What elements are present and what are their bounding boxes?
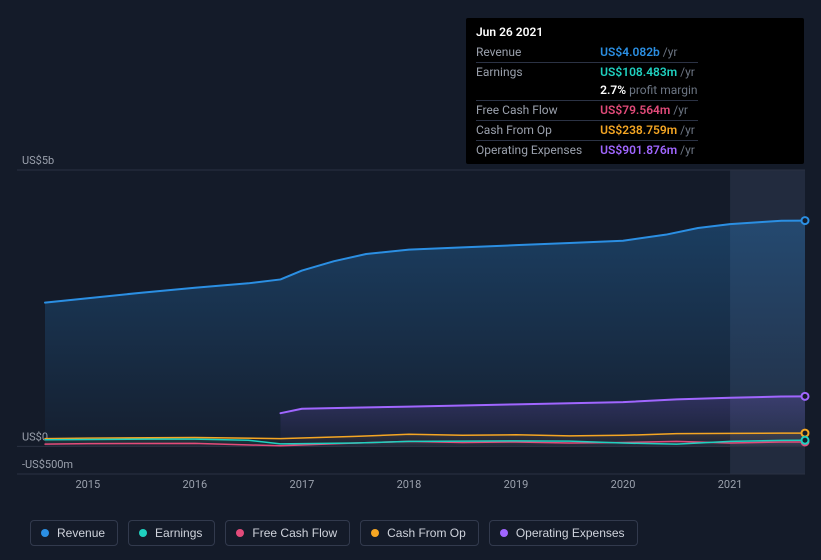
series-end-marker	[802, 437, 809, 444]
svg-text:2018: 2018	[397, 478, 422, 491]
svg-text:2019: 2019	[504, 478, 529, 491]
tooltip-row: Free Cash FlowUS$79.564m /yr	[476, 101, 698, 121]
legend-color-dot	[41, 529, 49, 537]
legend-item[interactable]: Cash From Op	[360, 520, 479, 546]
y-tick: -US$500m	[17, 458, 805, 474]
tooltip-row-value: US$4.082b /yr	[600, 43, 697, 62]
tooltip-table: RevenueUS$4.082b /yrEarningsUS$108.483m …	[476, 43, 698, 160]
legend-item[interactable]: Revenue	[30, 520, 118, 546]
svg-text:2016: 2016	[182, 478, 207, 491]
svg-text:2020: 2020	[611, 478, 636, 491]
legend-color-dot	[236, 529, 244, 537]
legend-color-dot	[500, 529, 508, 537]
series-end-marker	[802, 217, 809, 224]
legend-color-dot	[139, 529, 147, 537]
tooltip-row: Cash From OpUS$238.759m /yr	[476, 120, 698, 140]
tooltip-row-label: Revenue	[476, 43, 600, 62]
x-tick: 2021	[718, 478, 743, 491]
legend-item[interactable]: Operating Expenses	[489, 520, 638, 546]
legend-item-label: Operating Expenses	[516, 526, 625, 540]
tooltip-row: RevenueUS$4.082b /yr	[476, 43, 698, 62]
tooltip-row-value: 2.7% profit margin	[600, 81, 697, 100]
svg-text:-US$500m: -US$500m	[22, 458, 73, 471]
legend-color-dot	[371, 529, 379, 537]
legend-item[interactable]: Free Cash Flow	[225, 520, 350, 546]
chart-tooltip: Jun 26 2021 RevenueUS$4.082b /yrEarnings…	[466, 18, 804, 164]
legend-item-label: Earnings	[155, 526, 202, 540]
svg-text:2021: 2021	[718, 478, 743, 491]
x-tick: 2016	[182, 478, 207, 491]
tooltip-row-label	[476, 81, 600, 100]
legend-item[interactable]: Earnings	[128, 520, 215, 546]
tooltip-row-value: US$79.564m /yr	[600, 101, 697, 121]
svg-text:2015: 2015	[75, 478, 100, 491]
tooltip-row-label: Cash From Op	[476, 120, 600, 140]
chart-legend: Revenue Earnings Free Cash Flow Cash From O…	[30, 520, 638, 546]
tooltip-row-value: US$238.759m /yr	[600, 120, 697, 140]
series-end-marker	[802, 393, 809, 400]
tooltip-row-value: US$108.483m /yr	[600, 62, 697, 81]
legend-item-label: Revenue	[57, 526, 105, 540]
x-tick: 2017	[290, 478, 315, 491]
tooltip-row-label: Free Cash Flow	[476, 101, 600, 121]
tooltip-date: Jun 26 2021	[476, 24, 794, 41]
tooltip-row: 2.7% profit margin	[476, 81, 698, 100]
svg-text:US$0: US$0	[22, 430, 48, 443]
legend-item-label: Free Cash Flow	[252, 526, 337, 540]
legend-item-label: Cash From Op	[387, 526, 466, 540]
tooltip-row-label: Earnings	[476, 62, 600, 81]
x-tick: 2019	[504, 478, 529, 491]
x-tick: 2015	[75, 478, 100, 491]
x-tick: 2018	[397, 478, 422, 491]
tooltip-row-value: US$901.876m /yr	[600, 140, 697, 159]
tooltip-row-label: Operating Expenses	[476, 140, 600, 159]
tooltip-row: EarningsUS$108.483m /yr	[476, 62, 698, 81]
series-end-marker	[802, 430, 809, 437]
x-tick: 2020	[611, 478, 636, 491]
tooltip-row: Operating ExpensesUS$901.876m /yr	[476, 140, 698, 159]
svg-text:US$5b: US$5b	[22, 154, 54, 167]
svg-text:2017: 2017	[290, 478, 315, 491]
